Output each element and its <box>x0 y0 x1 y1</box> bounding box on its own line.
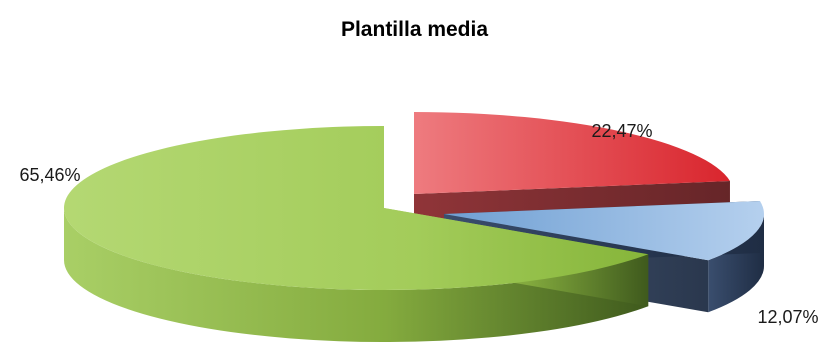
slice-label-3: 65,46% <box>19 165 80 185</box>
slice-label-1: 22,47% <box>591 121 652 141</box>
chart-title: Plantilla media <box>340 18 489 41</box>
slice-3 <box>63 126 649 342</box>
slice-label-2: 12,07% <box>757 307 818 327</box>
